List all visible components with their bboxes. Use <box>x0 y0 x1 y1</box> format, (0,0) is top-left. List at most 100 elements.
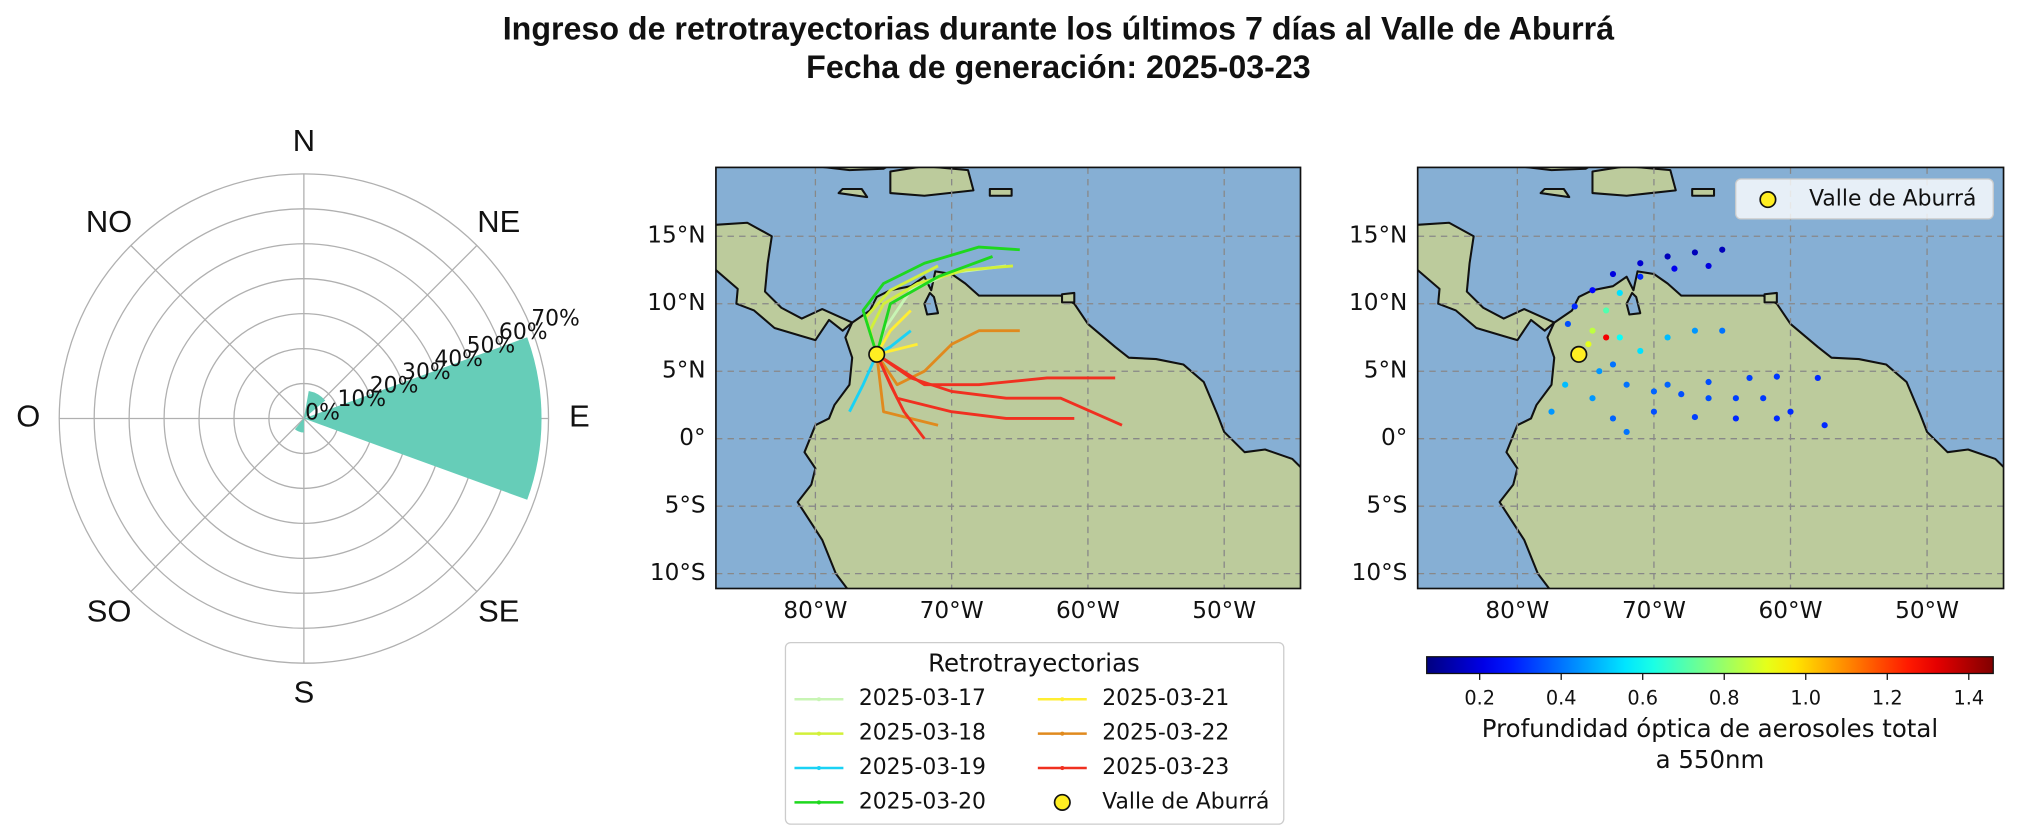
aod-point <box>1787 408 1794 415</box>
y-tick-label: 5°N <box>1364 357 1408 384</box>
aod-point <box>1616 334 1623 341</box>
aod-point <box>1773 415 1780 422</box>
map-frame <box>715 166 1302 590</box>
rose-bar <box>303 390 326 419</box>
aod-point <box>1746 374 1753 382</box>
direction-label: SO <box>87 594 132 629</box>
colorbar-tick-label: 1.0 <box>1790 687 1821 710</box>
rose-bar <box>303 337 542 500</box>
aod-point <box>1732 395 1739 402</box>
colorbar-tick-label: 1.2 <box>1872 687 1903 710</box>
aod-point <box>1650 388 1658 395</box>
aod-point <box>1637 260 1644 267</box>
direction-label: O <box>16 399 40 434</box>
land <box>988 187 1013 197</box>
legend-dot <box>1060 765 1065 771</box>
aod-point <box>1691 414 1698 421</box>
legend-label: 2025-03-20 <box>859 789 986 814</box>
x-tick-label: 60°W <box>1056 597 1120 624</box>
aod-point <box>1691 327 1698 334</box>
land <box>1061 291 1076 304</box>
location-marker <box>1570 345 1588 363</box>
direction-label: S <box>294 674 315 709</box>
legend-label: 2025-03-17 <box>859 686 986 711</box>
legend-dot <box>816 800 821 805</box>
aod-point <box>1548 408 1555 415</box>
aod-point <box>1637 273 1644 280</box>
legend-label: 2025-03-19 <box>859 755 986 780</box>
aod-point <box>1589 327 1596 334</box>
direction-label: N <box>293 123 315 158</box>
x-tick-label: 80°W <box>1485 597 1549 624</box>
aod-point <box>1650 408 1658 415</box>
aod-point <box>1773 373 1780 380</box>
legend-title: Retrotrayectorias <box>928 648 1140 677</box>
angular-grid <box>303 418 478 592</box>
x-tick-label: 70°W <box>920 597 984 624</box>
x-tick-label: 50°W <box>1192 597 1256 624</box>
aod-point <box>1603 334 1610 341</box>
x-tick-label: 50°W <box>1895 597 1959 624</box>
legend-dot <box>816 731 821 736</box>
aod-point <box>1671 265 1678 272</box>
legend-label: 2025-03-21 <box>1102 686 1229 711</box>
land <box>889 167 975 197</box>
land <box>1763 291 1778 304</box>
aod-point <box>1596 368 1603 375</box>
aod-point <box>1637 347 1644 355</box>
direction-label: SE <box>478 594 519 629</box>
land <box>1691 187 1716 197</box>
aod-point <box>1664 381 1671 388</box>
rose-bar <box>294 418 304 433</box>
y-tick-label: 10°S <box>1352 559 1408 586</box>
colorbar-label: a 550nm <box>1656 745 1765 774</box>
aod-point <box>1623 428 1630 436</box>
angular-grid <box>130 418 305 592</box>
map-area <box>1417 167 2004 589</box>
legend-label: 2025-03-23 <box>1102 755 1229 780</box>
aod-point <box>1732 415 1739 422</box>
angular-grid <box>130 245 305 419</box>
y-tick-label: 5°S <box>1366 492 1407 519</box>
aod-point <box>1705 395 1712 402</box>
figure-subtitle: Fecha de generación: 2025-03-23 <box>806 49 1310 85</box>
radial-tick-label: 60% <box>499 320 548 345</box>
radial-tick-label: 0% <box>305 400 340 425</box>
y-tick-label: 10°N <box>1349 289 1407 316</box>
colorbar <box>1426 656 1994 675</box>
colorbar-tick-label: 1.4 <box>1953 687 1984 710</box>
radial-tick-label: 10% <box>337 387 386 412</box>
y-tick-label: 5°S <box>665 492 706 519</box>
aod-point <box>1705 378 1712 386</box>
aod-point <box>1562 381 1569 388</box>
land <box>1591 167 1677 197</box>
angular-grid <box>303 245 478 419</box>
land <box>837 187 869 199</box>
aod-point <box>1719 246 1726 253</box>
y-tick-label: 0° <box>1381 424 1407 451</box>
aod-point <box>1609 361 1617 368</box>
land <box>796 270 1301 589</box>
aod-point <box>1691 249 1698 256</box>
location-marker <box>868 345 886 363</box>
aod-point <box>1589 395 1596 402</box>
lake <box>1625 291 1642 316</box>
trajectory <box>848 353 879 413</box>
direction-label: NO <box>86 204 132 239</box>
colorbar-tick-label: 0.8 <box>1709 687 1740 710</box>
legend-label: 2025-03-22 <box>1102 721 1229 746</box>
direction-label: NE <box>477 204 520 239</box>
colorbar-tick-label: 0.2 <box>1464 687 1495 710</box>
x-tick-label: 60°W <box>1759 597 1823 624</box>
legend-dot <box>816 765 821 771</box>
land <box>1498 270 2004 589</box>
trajectory <box>875 354 939 427</box>
map-area <box>715 167 1301 589</box>
trajectory <box>875 309 912 356</box>
aod-point <box>1616 289 1623 297</box>
x-tick-label: 80°W <box>783 597 847 624</box>
aod-point <box>1705 262 1712 270</box>
aod-point <box>1678 391 1685 398</box>
y-tick-label: 10°N <box>647 289 705 316</box>
x-tick-label: 70°W <box>1622 597 1686 624</box>
